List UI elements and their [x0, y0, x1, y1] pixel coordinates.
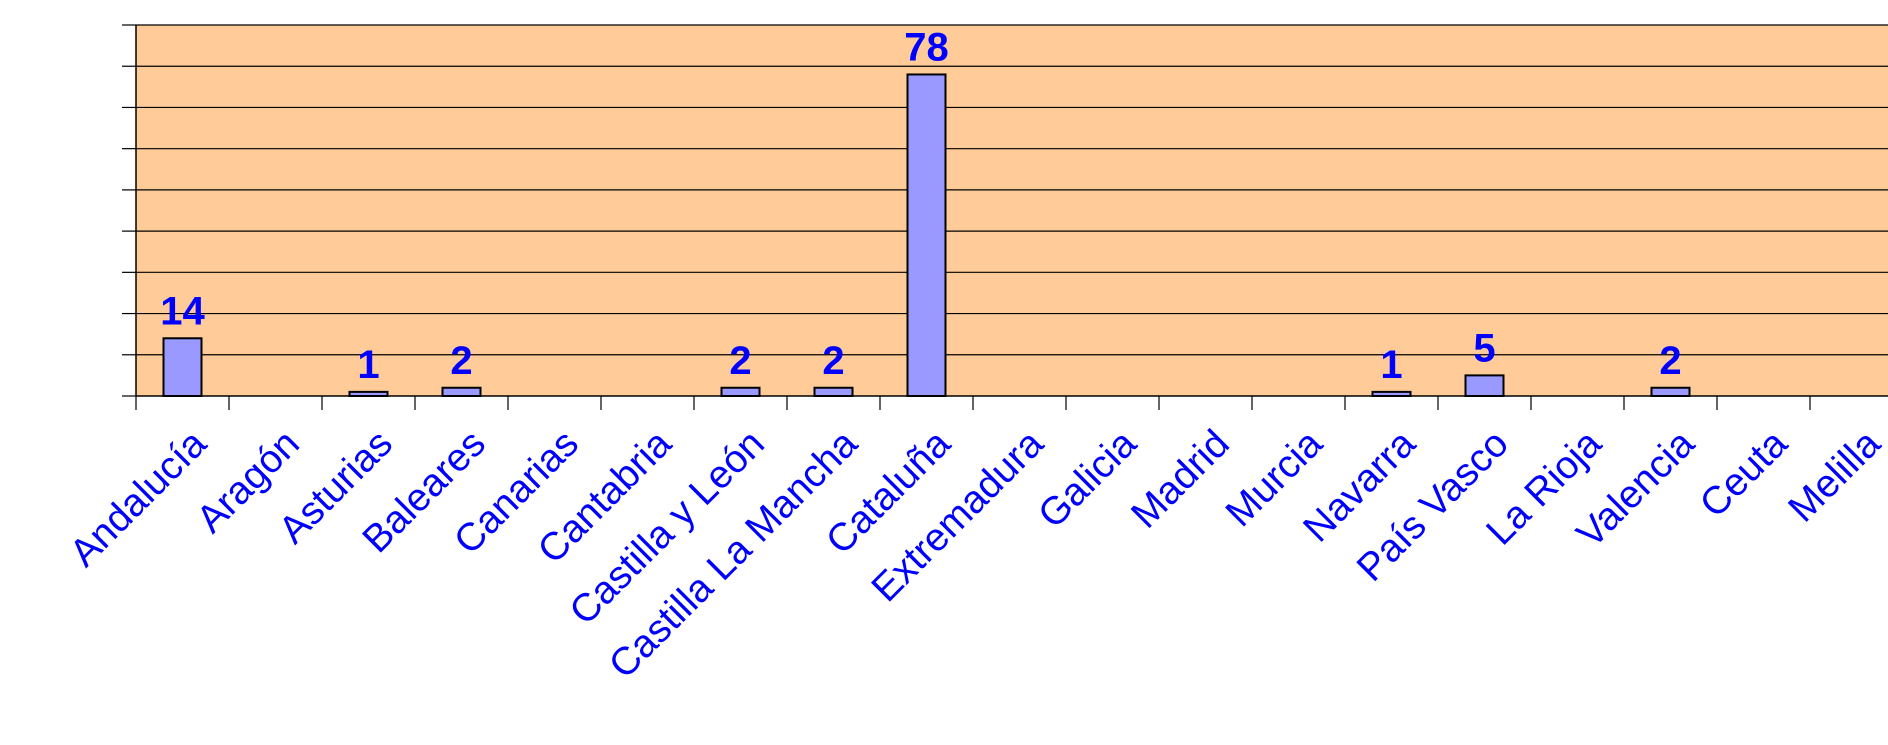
- bar-8: [906, 73, 947, 397]
- data-labels: 14 1 2 2 2 78 1 5 2: [160, 25, 1681, 386]
- data-label: 14: [160, 289, 205, 333]
- bar-13: [1371, 390, 1412, 397]
- bar-0: [162, 337, 203, 397]
- data-label: 78: [904, 25, 949, 69]
- bar-16: [1650, 386, 1691, 397]
- data-label: 2: [822, 339, 844, 383]
- category-label: Andalucía: [62, 422, 215, 575]
- bars: [162, 73, 1691, 397]
- bar-3: [441, 386, 482, 397]
- data-label: 5: [1473, 326, 1495, 370]
- category-label: Madrid: [1123, 422, 1238, 537]
- axes: [122, 24, 1888, 410]
- bar-2: [348, 390, 389, 397]
- data-label: 1: [1380, 343, 1402, 387]
- plot-area: [136, 25, 1888, 396]
- data-label: 2: [1659, 339, 1681, 383]
- bar-6: [720, 386, 761, 397]
- gridlines: [136, 24, 1888, 356]
- category-label: Melilla: [1780, 422, 1888, 531]
- category-label: Ceuta: [1692, 422, 1796, 526]
- data-label: 2: [450, 339, 472, 383]
- category-label: Galicia: [1030, 422, 1145, 537]
- data-label: 1: [357, 343, 379, 387]
- data-label: 2: [729, 339, 751, 383]
- bar-7: [813, 386, 854, 397]
- category-labels: AndalucíaAragónAsturiasBalearesCanariasC…: [62, 422, 1888, 687]
- bar-14: [1464, 374, 1505, 397]
